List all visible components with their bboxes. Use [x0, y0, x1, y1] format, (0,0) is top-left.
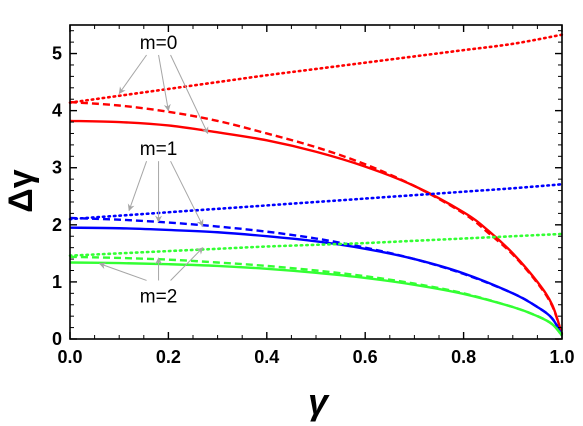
- x-tick-label: 0.2: [156, 347, 181, 367]
- y-tick-label: 3: [52, 158, 62, 178]
- annotation-arrow: [170, 54, 209, 135]
- series-m2-solid-line: [69, 261, 563, 337]
- annotation-arrow: [158, 54, 171, 112]
- annotation-arrow: [170, 247, 204, 281]
- annotation-arrow: [118, 54, 147, 95]
- annotation-layer: m=0 m=1 m=2: [98, 33, 209, 307]
- series-m1-dotted-line: [68, 182, 564, 221]
- annotation-label: m=2: [140, 286, 178, 307]
- axes-layer: 0.0 0.2 0.4 0.6 0.8 1.0 0 1 2 3 4 5: [52, 24, 575, 367]
- y-axis-label: Δγ: [2, 169, 40, 212]
- y-tick-label: 4: [52, 101, 62, 121]
- y-tick-label: 2: [52, 215, 62, 235]
- series-m2-dotted-line: [68, 232, 564, 257]
- x-axis-label: γ: [308, 381, 330, 422]
- annotation-arrow: [170, 160, 204, 227]
- x-tick-label: 1.0: [549, 347, 574, 367]
- annotation-arrow: [127, 161, 148, 212]
- x-tick-label: 0.8: [451, 347, 476, 367]
- y-tick-label: 5: [52, 44, 62, 64]
- y-tick-label: 1: [52, 272, 62, 292]
- annotation-arrow: [98, 262, 147, 281]
- annotation-label: m=0: [140, 33, 178, 54]
- series-m0-solid-line: [69, 119, 564, 335]
- annotation-label: m=1: [140, 139, 178, 160]
- series-layer: [68, 33, 564, 337]
- x-tick-label: 0.4: [254, 347, 279, 367]
- x-tick-label: 0.6: [353, 347, 378, 367]
- series-m1-solid-line: [69, 226, 564, 337]
- x-tick-label: 0.0: [57, 347, 82, 367]
- y-tick-label: 0: [52, 329, 62, 349]
- series-m1-dashed-line: [69, 216, 564, 337]
- series-m0-dotted-line: [68, 33, 564, 104]
